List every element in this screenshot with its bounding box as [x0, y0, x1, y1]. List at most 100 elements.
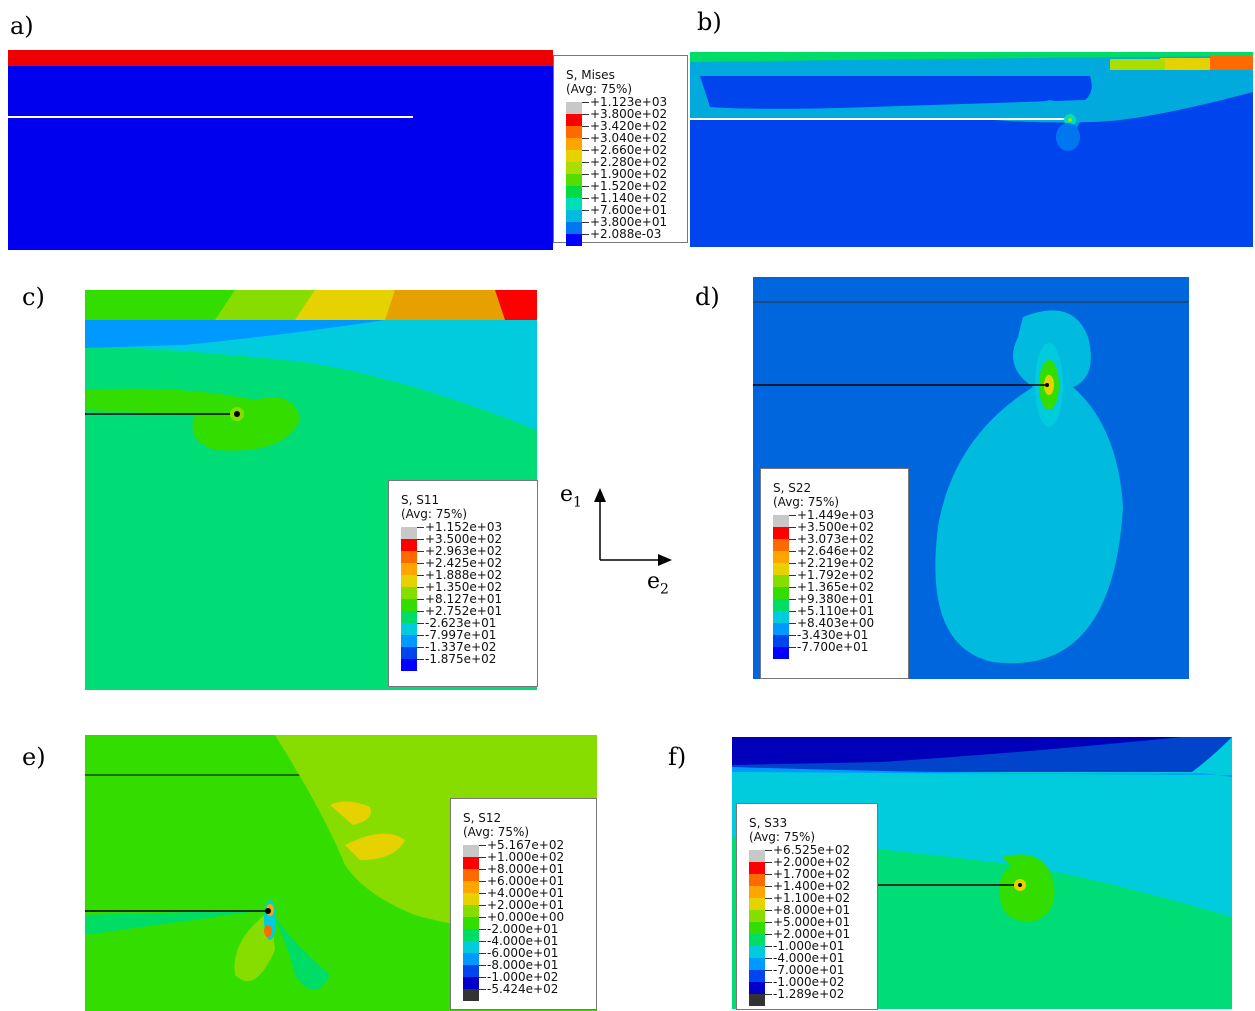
- legend-tick: [417, 599, 424, 600]
- legend-value: +6.525e+02: [773, 843, 851, 857]
- legend-title: S, Mises: [566, 68, 615, 82]
- legend-swatch: [463, 845, 479, 857]
- legend-tick: [765, 970, 772, 971]
- legend-value: +2.280e+02: [590, 155, 668, 169]
- legend-value: +9.380e+01: [797, 592, 875, 606]
- legend-swatch: [463, 929, 479, 941]
- legend-swatch: [773, 611, 789, 623]
- legend-tick: [582, 234, 589, 235]
- legend-swatch: [749, 982, 765, 994]
- legend-tick: [789, 599, 796, 600]
- legend-tick: [765, 958, 772, 959]
- legend-swatch: [463, 869, 479, 881]
- legend-swatch: [463, 893, 479, 905]
- legend-tick: [479, 893, 486, 894]
- legend-swatch: [749, 886, 765, 898]
- legend-tick: [479, 881, 486, 882]
- legend-swatch: [749, 874, 765, 886]
- legend-value: -4.000e+01: [773, 951, 845, 965]
- legend-tick: [765, 922, 772, 923]
- legend-swatch: [749, 970, 765, 982]
- legend-swatch: [401, 551, 417, 563]
- legend-value: +3.500e+02: [425, 532, 503, 546]
- legend-value: +3.420e+02: [590, 119, 668, 133]
- legend-tick: [417, 587, 424, 588]
- legend-swatch: [566, 126, 582, 138]
- legend-value: +1.152e+03: [425, 520, 503, 534]
- legend-swatch: [463, 917, 479, 929]
- legend-value: +1.400e+02: [773, 879, 851, 893]
- legend-value: +2.000e+01: [773, 927, 851, 941]
- legend-avg: (Avg: 75%): [773, 495, 840, 509]
- legend-swatch: [749, 946, 765, 958]
- legend-tick: [765, 874, 772, 875]
- legend-swatch: [463, 989, 479, 1001]
- legend-tick: [789, 563, 796, 564]
- legend-swatch: [749, 922, 765, 934]
- legend-swatch: [463, 977, 479, 989]
- legend-swatch: [566, 198, 582, 210]
- legend-value: +7.600e+01: [590, 203, 668, 217]
- legend-swatch: [401, 575, 417, 587]
- legend-value: -1.000e+02: [487, 970, 559, 984]
- legend-tick: [582, 222, 589, 223]
- legend-value: +1.700e+02: [773, 867, 851, 881]
- legend-swatch: [749, 994, 765, 1006]
- legend-tick: [479, 857, 486, 858]
- panel-b-contour: [690, 52, 1253, 247]
- legend-tick: [765, 886, 772, 887]
- legend-tick: [582, 102, 589, 103]
- legend-swatch: [401, 587, 417, 599]
- legend-s22: S, S22 (Avg: 75%) +1.449e+03 +3.500e+02 +3.0…: [760, 468, 909, 679]
- legend-swatch: [566, 186, 582, 198]
- legend-tick: [789, 575, 796, 576]
- legend-tick: [417, 659, 424, 660]
- legend-value: +8.000e+01: [773, 903, 851, 917]
- legend-value: -4.000e+01: [487, 934, 559, 948]
- legend-value: -6.000e+01: [487, 946, 559, 960]
- legend-tick: [765, 850, 772, 851]
- coordinate-axes: e1 e2: [555, 470, 685, 600]
- legend-value: -1.875e+02: [425, 652, 497, 666]
- legend-tick: [789, 539, 796, 540]
- legend-tick: [479, 989, 486, 990]
- legend-value: +2.219e+02: [797, 556, 875, 570]
- legend-swatch: [401, 659, 417, 671]
- legend-tick: [417, 623, 424, 624]
- legend-value: +3.800e+02: [590, 107, 668, 121]
- panel-label-a: a): [10, 12, 34, 40]
- legend-avg: (Avg: 75%): [749, 830, 816, 844]
- legend-value: +2.752e+01: [425, 604, 503, 618]
- legend-value: +2.646e+02: [797, 544, 875, 558]
- legend-value: +3.800e+01: [590, 215, 668, 229]
- legend-s33: S, S33 (Avg: 75%) +6.525e+02 +2.000e+02 +1.7…: [736, 803, 878, 1010]
- legend-swatch: [401, 611, 417, 623]
- legend-swatch: [463, 965, 479, 977]
- legend-title: S, S11: [401, 493, 440, 507]
- legend-swatch: [463, 953, 479, 965]
- legend-swatch: [463, 905, 479, 917]
- panel-label-f: f): [668, 743, 687, 771]
- legend-tick: [765, 946, 772, 947]
- legend-tick: [582, 150, 589, 151]
- legend-value: +3.073e+02: [797, 532, 875, 546]
- legend-tick: [789, 647, 796, 648]
- legend-tick: [479, 953, 486, 954]
- legend-title: S, S33: [749, 816, 788, 830]
- legend-value: +2.963e+02: [425, 544, 503, 558]
- legend-swatch: [566, 138, 582, 150]
- legend-tick: [789, 611, 796, 612]
- legend-value: +6.000e+01: [487, 874, 565, 888]
- legend-tick: [417, 611, 424, 612]
- legend-value: +1.888e+02: [425, 568, 503, 582]
- legend-tick: [582, 126, 589, 127]
- legend-value: -3.430e+01: [797, 628, 869, 642]
- legend-avg: (Avg: 75%): [566, 82, 633, 96]
- legend-swatch: [566, 102, 582, 114]
- legend-value: -2.000e+01: [487, 922, 559, 936]
- e1-axis-label: e1: [560, 482, 582, 511]
- legend-value: -2.623e+01: [425, 616, 497, 630]
- legend-tick: [789, 587, 796, 588]
- legend-swatch: [749, 862, 765, 874]
- legend-value: -1.000e+01: [773, 939, 845, 953]
